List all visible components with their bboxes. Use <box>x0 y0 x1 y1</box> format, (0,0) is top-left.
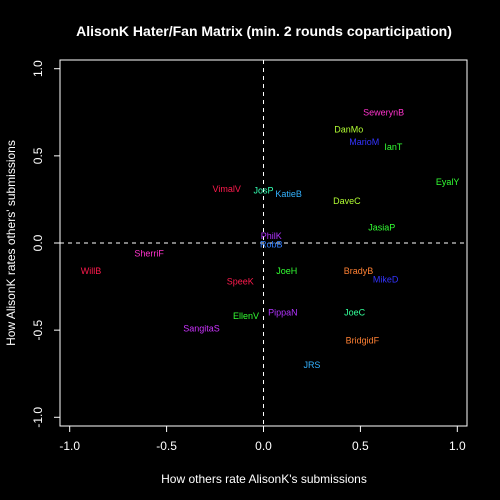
y-axis: -1.0 -0.5 0.0 0.5 1.0 <box>31 60 60 428</box>
x-tick-label: 0.5 <box>352 439 369 453</box>
y-axis-label: How AlisonK rates others' submissions <box>4 140 18 346</box>
point-label-davec: DaveC <box>333 196 361 206</box>
point-label-joec: JoeC <box>344 308 366 318</box>
x-tick-label: -1.0 <box>59 439 80 453</box>
point-label-sewerynb: SewerynB <box>363 107 404 117</box>
y-tick-label: 0.5 <box>31 147 45 164</box>
x-tick-label: 0.0 <box>255 439 272 453</box>
x-tick-label: -0.5 <box>156 439 177 453</box>
y-tick-label: -0.5 <box>31 319 45 340</box>
x-axis-label: How others rate AlisonK's submissions <box>161 472 367 486</box>
point-label-joeh: JoeH <box>276 266 297 276</box>
point-label-danmo: DanMo <box>334 125 363 135</box>
point-label-josp: JosP <box>253 186 273 196</box>
point-label-pippan: PippaN <box>268 308 298 318</box>
point-label-eyaly: EyalY <box>436 177 460 187</box>
point-label-iant: IanT <box>384 142 403 152</box>
x-axis: -1.0 -0.5 0.0 0.5 1.0 <box>59 426 466 453</box>
point-label-robb: RobB <box>260 240 283 250</box>
point-label-miked: MikeD <box>373 275 399 285</box>
y-tick-label: 1.0 <box>31 60 45 77</box>
point-label-willb: WillB <box>81 266 102 276</box>
point-label-bradyb: BradyB <box>344 266 374 276</box>
point-label-vimalv: VimalV <box>212 184 240 194</box>
point-label-philk: PhilK <box>261 231 282 241</box>
y-tick-label: -1.0 <box>31 407 45 428</box>
point-label-jrs: JRS <box>303 360 320 370</box>
y-tick-label: 0.0 <box>31 234 45 251</box>
x-tick-label: 1.0 <box>449 439 466 453</box>
point-label-bridgidf: BridgidF <box>346 336 380 346</box>
point-label-ellenv: EllenV <box>233 311 259 321</box>
reference-lines <box>60 60 467 426</box>
point-label-katieb: KatieB <box>275 189 302 199</box>
point-label-speek: SpeeK <box>227 276 254 286</box>
point-label-jasiap: JasiaP <box>368 222 395 232</box>
point-label-sangitas: SangitaS <box>183 323 220 333</box>
point-label-mariom: MarioM <box>349 137 379 147</box>
chart-title: AlisonK Hater/Fan Matrix (min. 2 rounds … <box>76 23 452 39</box>
point-label-sherrif: SherriF <box>134 248 164 258</box>
